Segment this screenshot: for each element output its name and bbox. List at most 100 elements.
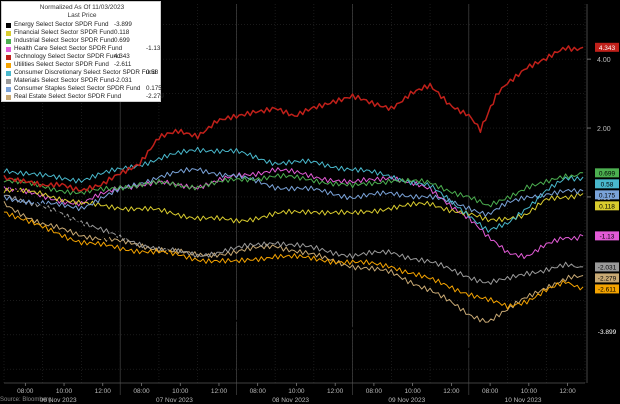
x-day-label: 09 Nov 2023 — [388, 397, 425, 404]
legend-swatch — [6, 47, 11, 52]
legend-swatch — [6, 63, 11, 68]
x-tick-label: 12:00 — [211, 388, 228, 395]
end-label-box — [595, 284, 619, 294]
legend-swatch — [6, 39, 11, 44]
legend-series-name: Consumer Discretionary Select Sector SPD… — [14, 69, 157, 76]
series-line-technology-select-sector-spdr-fund — [3, 45, 584, 192]
legend-item: Consumer Staples Select Sector SPDR Fund… — [6, 85, 162, 93]
legend-item: Utilities Select Sector SPDR Fund -2.611 — [6, 61, 160, 69]
end-label-value: 4.343 — [599, 45, 616, 52]
legend-subtitle: Last Price — [67, 12, 97, 19]
y-tick-label: 2.00 — [597, 126, 611, 133]
x-day-label: 07 Nov 2023 — [156, 397, 193, 404]
x-tick-label: 08:00 — [250, 388, 267, 395]
x-day-label: 08 Nov 2023 — [272, 397, 309, 404]
legend-series-value: -2.611 — [114, 61, 132, 68]
x-tick-label: 08:00 — [482, 388, 499, 395]
end-label-value: 0.118 — [599, 203, 615, 210]
series-line-health-care-select-sector-spdr-fund — [3, 167, 584, 260]
legend-series-name: Energy Select Sector SPDR Fund — [14, 21, 109, 28]
series-line-consumer-discretionary-select-sector-spdr-fund — [3, 146, 584, 233]
x-tick-label: 08:00 — [366, 388, 383, 395]
legend-title: Normalized As Of 11/03/2023 — [39, 4, 125, 11]
legend-item: Financial Select Sector SPDR Fund 0.118 — [6, 29, 160, 37]
end-label-value: 0.58 — [601, 181, 614, 188]
end-label-value: -2.279 — [598, 276, 617, 283]
end-label-box — [595, 179, 619, 189]
legend-series-value: 4.343 — [114, 53, 130, 60]
end-label-value: -2.611 — [598, 287, 616, 294]
x-tick-label: 12:00 — [327, 388, 344, 395]
end-label-value: 0.699 — [599, 170, 616, 177]
x-tick-label: 10:00 — [521, 388, 538, 395]
series-line-financial-select-sector-spdr-fund — [3, 187, 584, 224]
end-label-box — [595, 273, 619, 283]
legend-swatch — [6, 71, 11, 76]
series-line-consumer-staples-select-sector-spdr-fund — [3, 167, 584, 217]
legend-series-value: 0.699 — [114, 37, 130, 44]
x-axis: 08:00 10:00 12:00 08:00 10:00 12:00 08:00 10:00… — [4, 382, 585, 404]
legend-series-value: 0.58 — [146, 69, 159, 76]
series-line-utilities-select-sector-spdr-fund — [4, 211, 584, 310]
legend-series-value: -3.899 — [114, 21, 132, 28]
legend-series-name: Real Estate Select Sector SPDR Fund — [14, 93, 122, 100]
legend-item: Industrial Select Sector SPDR Fund 0.699 — [6, 37, 160, 45]
end-label-box — [595, 262, 619, 272]
end-label-box — [595, 326, 619, 336]
legend-series-name: Materials Select Sector SPDR Fund — [14, 77, 115, 84]
series-line-materials-select-sector-spdr-fund — [3, 194, 584, 285]
legend-swatch — [6, 87, 11, 92]
legend: Normalized As Of 11/03/2023 Last Price E… — [1, 1, 164, 102]
legend-series-name: Utilities Select Sector SPDR Fund — [14, 61, 109, 68]
end-label-box — [595, 190, 619, 200]
legend-item: Materials Select Sector SPDR Fund -2.031 — [6, 77, 160, 85]
legend-swatch — [6, 23, 11, 28]
end-label-value: 0.175 — [599, 192, 616, 199]
x-tick-label: 10:00 — [288, 388, 305, 395]
x-tick-label: 08:00 — [17, 388, 34, 395]
x-day-label: 10 Nov 2023 — [505, 397, 542, 404]
end-labels: 4.343 0.699 0.58 0.175 0.118 -1.13 -2.031 -2.27… — [595, 42, 619, 336]
legend-series-value: -2.031 — [114, 77, 132, 84]
x-tick-label: 08:00 — [133, 388, 150, 395]
legend-item: Consumer Discretionary Select Sector SPD… — [6, 69, 160, 77]
x-tick-label: 10:00 — [404, 388, 421, 395]
end-label-box — [595, 168, 619, 178]
legend-item: Health Care Select Sector SPDR Fund -1.13 — [6, 45, 160, 53]
y-tick-label: 4.00 — [597, 57, 611, 64]
end-label-box — [595, 201, 619, 211]
footer-source: Source: Bloomberg — [0, 397, 52, 403]
legend-swatch — [6, 95, 11, 100]
legend-swatch — [6, 31, 11, 36]
end-label-box — [595, 231, 619, 241]
x-tick-label: 12:00 — [95, 388, 112, 395]
series-lines — [3, 45, 584, 355]
end-label-box — [595, 42, 619, 52]
legend-swatch — [6, 79, 11, 84]
grid-lines — [3, 4, 586, 395]
legend-series-name: Consumer Staples Select Sector SPDR Fund — [14, 85, 141, 92]
x-tick-label: 12:00 — [559, 388, 576, 395]
legend-series-value: -2.279 — [146, 93, 164, 100]
legend-series-name: Financial Select Sector SPDR Fund — [14, 29, 114, 36]
end-label-value: -1.13 — [600, 233, 615, 240]
legend-series-value: 0.175 — [146, 85, 162, 92]
legend-series-name: Industrial Select Sector SPDR Fund — [14, 37, 115, 44]
x-tick-label: 12:00 — [443, 388, 460, 395]
legend-series-name: Technology Select Sector SPDR Fund — [14, 53, 121, 60]
legend-item: Technology Select Sector SPDR Fund 4.343 — [6, 53, 160, 61]
legend-swatch — [6, 55, 11, 60]
end-label-value: -3.899 — [598, 329, 617, 336]
legend-series-name: Health Care Select Sector SPDR Fund — [14, 45, 123, 52]
series-line-industrial-select-sector-spdr-fund — [3, 172, 584, 208]
legend-series-value: -1.13 — [146, 45, 161, 52]
x-tick-label: 10:00 — [172, 388, 189, 395]
end-label-value: -2.031 — [598, 265, 617, 272]
legend-item: Energy Select Sector SPDR Fund -3.899 — [6, 21, 160, 29]
series-line-energy-select-sector-spdr-fund — [3, 182, 584, 355]
x-day-label: 06 Nov 2023 — [40, 397, 77, 404]
x-tick-label: 10:00 — [56, 388, 73, 395]
legend-item: Real Estate Select Sector SPDR Fund -2.27… — [6, 93, 164, 101]
legend-series-value: 0.118 — [114, 29, 130, 36]
